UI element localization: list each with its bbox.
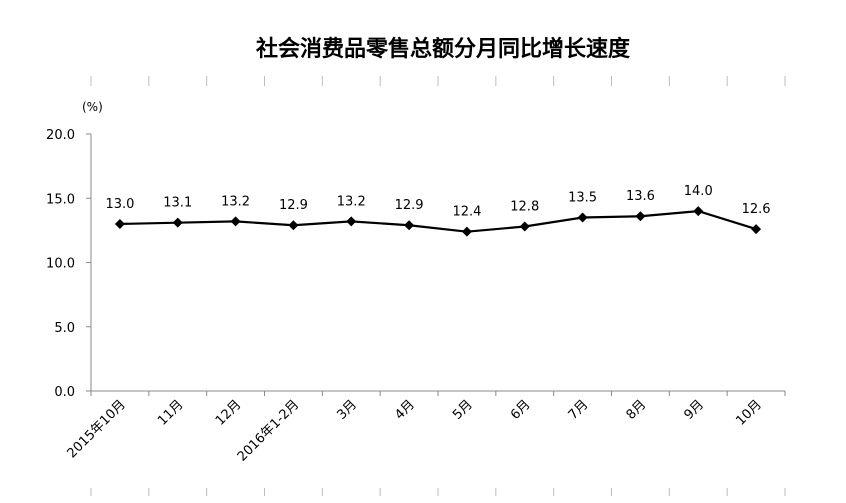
data-label: 12.9 (279, 198, 308, 213)
top-bottom-guide-ticks (90, 76, 786, 496)
data-point-marker (230, 216, 241, 227)
y-tick-label: 20.0 (46, 128, 75, 143)
data-point-marker (172, 217, 183, 228)
data-point-marker (693, 206, 704, 217)
x-tick-label: 6月 (508, 397, 534, 423)
data-label: 14.0 (684, 184, 713, 199)
plot-area: 13.0 13.1 13.2 12.9 13.2 12.9 12.4 12.8 13.5 13.6… (105, 184, 771, 237)
x-tick-label: 10月 (733, 397, 764, 428)
x-tick-label: 8月 (624, 397, 650, 423)
data-point-marker (404, 220, 415, 231)
data-point-marker (519, 221, 530, 232)
data-point-marker (751, 224, 762, 235)
series-line (119, 209, 757, 233)
x-tick-label: 12月 (213, 397, 244, 428)
y-tick-label: 5.0 (54, 321, 75, 336)
data-label: 13.1 (163, 196, 192, 211)
data-point-marker (346, 216, 357, 227)
data-label: 13.0 (105, 197, 134, 212)
data-label: 13.6 (626, 189, 655, 204)
y-tick-label: 0.0 (54, 385, 75, 400)
data-point-marker (577, 212, 588, 223)
data-point-marker (461, 226, 472, 237)
data-label: 12.6 (742, 202, 771, 217)
data-label: 12.8 (510, 200, 539, 215)
y-axis: 0.0 5.0 10.0 15.0 20.0 (46, 128, 92, 400)
data-point-marker (635, 211, 646, 222)
x-tick-label: 2015年10月 (65, 397, 129, 461)
data-point-marker (114, 218, 125, 229)
data-label: 12.4 (452, 205, 481, 220)
y-tick-label: 15.0 (46, 192, 75, 207)
data-label: 13.2 (221, 194, 250, 209)
data-label: 12.9 (395, 198, 424, 213)
data-label: 13.5 (568, 191, 597, 206)
x-tick-label: 11月 (155, 397, 186, 428)
x-tick-label: 7月 (566, 397, 592, 423)
chart-title: 社会消费品零售总额分月同比增长速度 (256, 36, 631, 62)
data-point-marker (288, 220, 299, 231)
y-axis-unit-label: (%) (82, 100, 103, 114)
x-tick-label: 2016年1-2月 (235, 397, 302, 464)
x-tick-label: 3月 (334, 397, 360, 423)
data-label: 13.2 (337, 194, 366, 209)
y-tick-label: 10.0 (46, 257, 75, 272)
x-tick-label: 5月 (450, 397, 476, 423)
x-tick-label: 9月 (681, 397, 707, 423)
x-tick-label: 4月 (392, 397, 418, 423)
